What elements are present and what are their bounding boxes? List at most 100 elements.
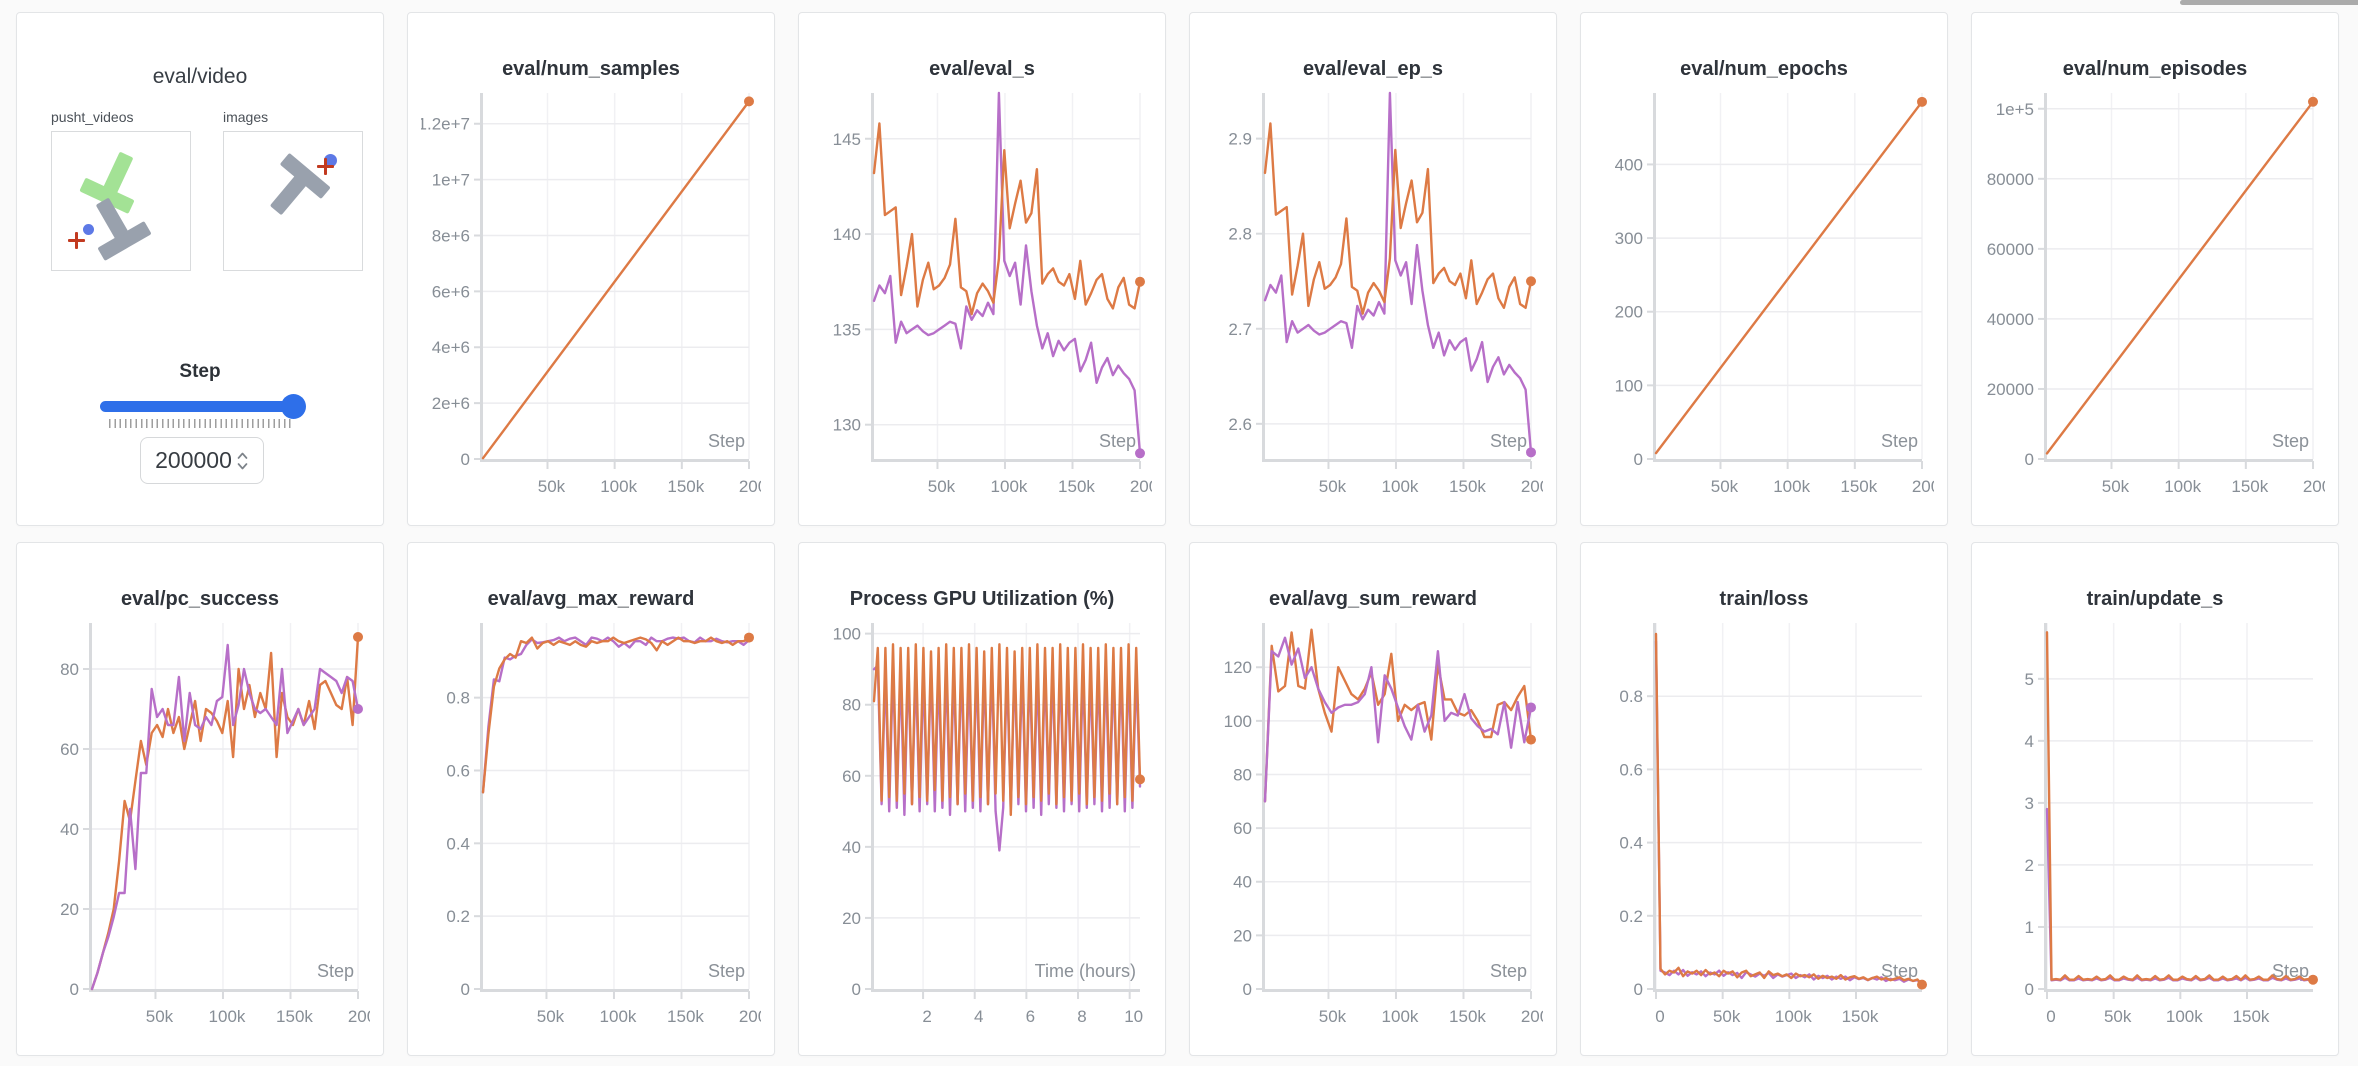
- slider-thumb[interactable]: [281, 394, 306, 419]
- svg-text:2.9: 2.9: [1228, 130, 1252, 149]
- chart-num_samples[interactable]: 0 2e+6 4e+6 6e+6 8e+6 1e+7 1.2e+7 50k 100k 150k 20…: [421, 89, 761, 509]
- svg-text:100k: 100k: [600, 1007, 637, 1026]
- svg-text:20: 20: [60, 900, 79, 919]
- stepper-arrows[interactable]: [236, 449, 249, 473]
- svg-text:200: 200: [739, 477, 761, 496]
- svg-text:50k: 50k: [1713, 1007, 1741, 1026]
- svg-text:2.6: 2.6: [1228, 415, 1252, 434]
- chevron-up-down-icon[interactable]: [236, 449, 249, 473]
- svg-text:0.4: 0.4: [446, 834, 470, 853]
- chart-title: eval/eval_s: [929, 58, 1035, 80]
- svg-text:100k: 100k: [991, 477, 1028, 496]
- chart-avg_max_reward[interactable]: 0 0.2 0.4 0.6 0.8 50k 100k 150k 200 Step: [421, 619, 761, 1039]
- svg-text:140: 140: [833, 225, 861, 244]
- chart-num_epochs[interactable]: 0 100 200 300 400 50k 100k 150k 200 Step: [1594, 89, 1934, 509]
- svg-text:80: 80: [1233, 765, 1252, 784]
- svg-text:0: 0: [1655, 1007, 1664, 1026]
- panel-pc_success[interactable]: eval/pc_success 0 20 40 60 80 50k 100k 150k 200 S…: [16, 542, 384, 1056]
- svg-text:20: 20: [1233, 926, 1252, 945]
- panel-avg_sum_reward[interactable]: eval/avg_sum_reward 0 20 40 60 80 100 120 50k 10…: [1189, 542, 1557, 1056]
- svg-text:0: 0: [852, 980, 861, 999]
- svg-text:150k: 150k: [276, 1007, 313, 1026]
- svg-text:150k: 150k: [2233, 1007, 2270, 1026]
- panel-num_episodes[interactable]: eval/num_episodes 0 20000 40000 60000 80000 1…: [1971, 12, 2339, 526]
- svg-text:200: 200: [1615, 303, 1643, 322]
- panel-num_epochs[interactable]: eval/num_epochs 0 100 200 300 400 50k 100k 150k…: [1580, 12, 1948, 526]
- svg-text:0.8: 0.8: [446, 689, 470, 708]
- svg-text:4e+6: 4e+6: [432, 338, 470, 357]
- svg-text:40000: 40000: [1987, 310, 2034, 329]
- chart-title: train/loss: [1719, 588, 1809, 610]
- step-input-value[interactable]: 200000: [155, 447, 232, 473]
- svg-text:100k: 100k: [2166, 1007, 2203, 1026]
- chart-train_loss[interactable]: 0 0.2 0.4 0.6 0.8 0 50k 100k 150k Step: [1594, 619, 1934, 1039]
- chart-avg_sum_reward[interactable]: 0 20 40 60 80 100 120 50k 100k 150k 200 Step: [1203, 619, 1543, 1039]
- svg-text:Step: Step: [317, 961, 354, 981]
- panel-num_samples[interactable]: eval/num_samples 0 2e+6 4e+6 6e+6 8e+6 1e+7 1.…: [407, 12, 775, 526]
- chart-gpu_util[interactable]: 0 20 40 60 80 100 2 4 6 8 10 Time (hours): [812, 619, 1152, 1039]
- chart-pc_success[interactable]: 0 20 40 60 80 50k 100k 150k 200 Step: [30, 619, 370, 1039]
- svg-text:200: 200: [1912, 477, 1934, 496]
- svg-text:Step: Step: [1099, 431, 1136, 451]
- svg-text:200: 200: [1130, 477, 1152, 496]
- step-slider-label: Step: [179, 361, 221, 382]
- chart-eval_s[interactable]: 130 135 140 145 50k 100k 150k 200 Step: [812, 89, 1152, 509]
- svg-text:Time (hours): Time (hours): [1035, 961, 1136, 981]
- svg-text:100k: 100k: [209, 1007, 246, 1026]
- chart-title: train/update_s: [2086, 588, 2224, 610]
- svg-text:150k: 150k: [1449, 1007, 1486, 1026]
- svg-text:0: 0: [1634, 980, 1643, 999]
- svg-text:0.4: 0.4: [1619, 834, 1643, 853]
- svg-text:3: 3: [2025, 794, 2034, 813]
- slider-track[interactable]: [100, 401, 302, 412]
- svg-text:60000: 60000: [1987, 240, 2034, 259]
- panel-eval_ep_s[interactable]: eval/eval_ep_s 2.6 2.7 2.8 2.9 50k 100k 150k 20…: [1189, 12, 1557, 526]
- svg-text:Step: Step: [1490, 961, 1527, 981]
- svg-text:50k: 50k: [2104, 1007, 2132, 1026]
- panel-eval-video[interactable]: eval/video pusht_videos images Step 2000…: [16, 12, 384, 526]
- panel-train_loss[interactable]: train/loss 0 0.2 0.4 0.6 0.8 0 50k 100k 150k Step: [1580, 542, 1948, 1056]
- svg-text:20000: 20000: [1987, 380, 2034, 399]
- svg-text:150k: 150k: [667, 1007, 704, 1026]
- svg-text:50k: 50k: [1711, 477, 1739, 496]
- panel-gpu_util[interactable]: Process GPU Utilization (%) 0 20 40 60 80 100…: [798, 542, 1166, 1056]
- svg-text:100k: 100k: [1382, 477, 1419, 496]
- svg-text:50k: 50k: [538, 477, 566, 496]
- slider-tick-marks: [109, 419, 293, 428]
- svg-text:200: 200: [2303, 477, 2325, 496]
- svg-text:40: 40: [842, 838, 861, 857]
- svg-text:0.6: 0.6: [1619, 760, 1643, 779]
- svg-text:150k: 150k: [1449, 477, 1486, 496]
- video-thumbnail-pusht[interactable]: [51, 131, 191, 271]
- step-slider[interactable]: [100, 394, 306, 419]
- panel-avg_max_reward[interactable]: eval/avg_max_reward 0 0.2 0.4 0.6 0.8 50k 100k…: [407, 542, 775, 1056]
- svg-text:8: 8: [1077, 1007, 1086, 1026]
- panel-eval_s[interactable]: eval/eval_s 130 135 140 145 50k 100k 150k 200 St…: [798, 12, 1166, 526]
- svg-text:200: 200: [739, 1007, 761, 1026]
- chart-title: eval/pc_success: [121, 588, 279, 610]
- svg-text:100k: 100k: [1773, 477, 1810, 496]
- svg-text:200: 200: [1521, 1007, 1543, 1026]
- svg-text:60: 60: [842, 767, 861, 786]
- svg-text:Step: Step: [2272, 431, 2309, 451]
- svg-text:200: 200: [348, 1007, 370, 1026]
- svg-text:100: 100: [1615, 376, 1643, 395]
- svg-text:2: 2: [2025, 856, 2034, 875]
- svg-text:150k: 150k: [1058, 477, 1095, 496]
- horizontal-scrollbar-thumb[interactable]: [2180, 0, 2358, 5]
- step-input[interactable]: 200000: [140, 437, 264, 484]
- panel-train_update_s[interactable]: train/update_s 0 1 2 3 4 5 0 50k 100k 150k Step: [1971, 542, 2339, 1056]
- agent-dot-icon: [83, 224, 94, 235]
- svg-text:0.8: 0.8: [1619, 687, 1643, 706]
- svg-text:6e+6: 6e+6: [432, 282, 470, 301]
- svg-text:150k: 150k: [2231, 477, 2268, 496]
- svg-text:150k: 150k: [1840, 477, 1877, 496]
- svg-text:130: 130: [833, 416, 861, 435]
- chart-eval_ep_s[interactable]: 2.6 2.7 2.8 2.9 50k 100k 150k 200 Step: [1203, 89, 1543, 509]
- chart-title: eval/avg_max_reward: [487, 588, 695, 610]
- svg-text:50k: 50k: [146, 1007, 174, 1026]
- svg-text:2.8: 2.8: [1228, 225, 1252, 244]
- chart-num_episodes[interactable]: 0 20000 40000 60000 80000 1e+5 50k 100k 150k 200 S…: [1985, 89, 2325, 509]
- image-thumbnail[interactable]: [223, 131, 363, 271]
